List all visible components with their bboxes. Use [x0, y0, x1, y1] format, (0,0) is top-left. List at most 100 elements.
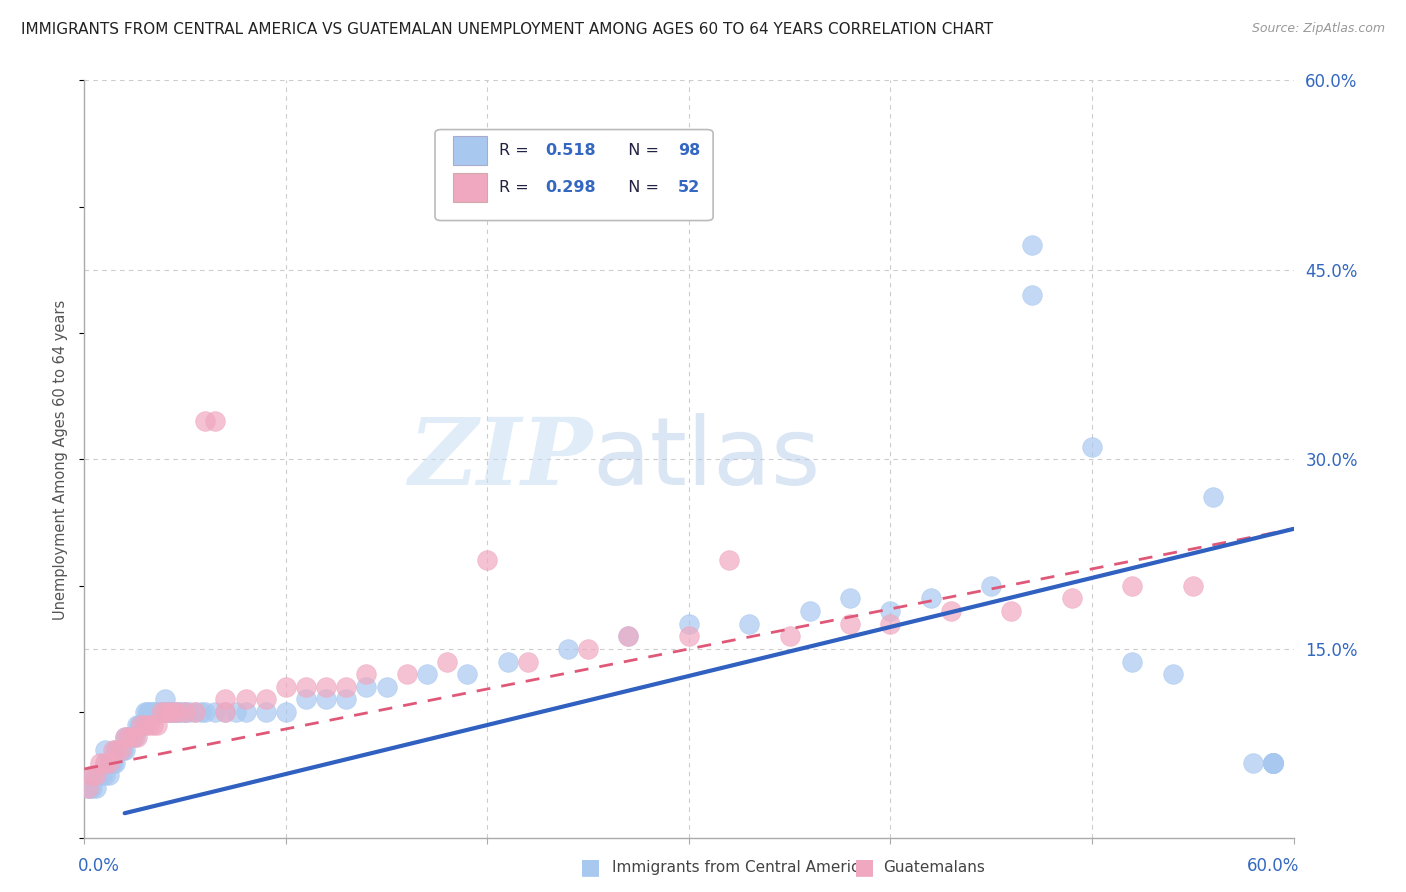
Immigrants from Central America: [496, 655, 519, 669]
Guatemalans: [1060, 591, 1083, 606]
Immigrants from Central America: [1263, 756, 1285, 770]
Guatemalans: [129, 717, 152, 731]
Text: ■: ■: [855, 857, 875, 877]
Text: ■: ■: [581, 857, 600, 877]
Guatemalans: [118, 731, 141, 745]
Guatemalans: [274, 680, 297, 694]
Immigrants from Central America: [146, 705, 169, 719]
Immigrants from Central America: [1202, 491, 1225, 505]
Immigrants from Central America: [124, 731, 146, 745]
Immigrants from Central America: [114, 731, 136, 745]
Immigrants from Central America: [167, 705, 190, 719]
Immigrants from Central America: [82, 780, 104, 795]
Immigrants from Central America: [194, 705, 217, 719]
Text: 0.0%: 0.0%: [79, 857, 120, 875]
Guatemalans: [1000, 604, 1022, 618]
Immigrants from Central America: [105, 743, 128, 757]
Guatemalans: [356, 667, 378, 681]
Immigrants from Central America: [1263, 756, 1285, 770]
Immigrants from Central America: [295, 692, 318, 706]
Guatemalans: [204, 414, 226, 429]
Guatemalans: [678, 629, 700, 643]
Guatemalans: [779, 629, 801, 643]
Text: N =: N =: [617, 180, 664, 194]
Immigrants from Central America: [204, 705, 226, 719]
Immigrants from Central America: [920, 591, 942, 606]
Immigrants from Central America: [153, 705, 176, 719]
Immigrants from Central America: [235, 705, 257, 719]
Immigrants from Central America: [134, 705, 156, 719]
Guatemalans: [235, 692, 257, 706]
Immigrants from Central America: [87, 768, 110, 782]
Guatemalans: [879, 616, 901, 631]
Immigrants from Central America: [104, 743, 127, 757]
Immigrants from Central America: [375, 680, 398, 694]
Immigrants from Central America: [356, 680, 378, 694]
Immigrants from Central America: [456, 667, 478, 681]
Immigrants from Central America: [114, 743, 136, 757]
Guatemalans: [1121, 579, 1143, 593]
Immigrants from Central America: [132, 717, 155, 731]
Immigrants from Central America: [254, 705, 277, 719]
Immigrants from Central America: [1121, 655, 1143, 669]
Immigrants from Central America: [184, 705, 207, 719]
Immigrants from Central America: [139, 705, 162, 719]
Guatemalans: [121, 731, 143, 745]
Immigrants from Central America: [160, 705, 183, 719]
Text: 0.518: 0.518: [546, 143, 596, 158]
Immigrants from Central America: [190, 705, 212, 719]
Immigrants from Central America: [148, 705, 170, 719]
Guatemalans: [134, 717, 156, 731]
Immigrants from Central America: [129, 717, 152, 731]
Guatemalans: [254, 692, 277, 706]
Immigrants from Central America: [1021, 288, 1043, 302]
Immigrants from Central America: [170, 705, 193, 719]
Immigrants from Central America: [93, 743, 115, 757]
Immigrants from Central America: [118, 731, 141, 745]
Immigrants from Central America: [1021, 237, 1043, 252]
Guatemalans: [125, 731, 148, 745]
Immigrants from Central America: [162, 705, 184, 719]
Immigrants from Central America: [179, 705, 201, 719]
Immigrants from Central America: [79, 780, 101, 795]
Guatemalans: [86, 768, 108, 782]
Immigrants from Central America: [153, 692, 176, 706]
Immigrants from Central America: [120, 731, 142, 745]
Immigrants from Central America: [149, 705, 172, 719]
FancyBboxPatch shape: [434, 129, 713, 220]
Y-axis label: Unemployment Among Ages 60 to 64 years: Unemployment Among Ages 60 to 64 years: [53, 299, 69, 620]
Guatemalans: [1181, 579, 1204, 593]
Immigrants from Central America: [557, 642, 579, 657]
Immigrants from Central America: [142, 705, 165, 719]
Text: ZIP: ZIP: [408, 415, 592, 504]
Immigrants from Central America: [274, 705, 297, 719]
Guatemalans: [939, 604, 962, 618]
Guatemalans: [335, 680, 357, 694]
FancyBboxPatch shape: [453, 173, 486, 202]
Text: 52: 52: [678, 180, 700, 194]
Immigrants from Central America: [1263, 756, 1285, 770]
Immigrants from Central America: [156, 705, 179, 719]
Text: Source: ZipAtlas.com: Source: ZipAtlas.com: [1251, 22, 1385, 36]
Guatemalans: [110, 743, 132, 757]
Guatemalans: [105, 743, 128, 757]
Guatemalans: [114, 731, 136, 745]
Immigrants from Central America: [1263, 756, 1285, 770]
Immigrants from Central America: [1263, 756, 1285, 770]
Guatemalans: [77, 780, 100, 795]
Immigrants from Central America: [839, 591, 862, 606]
Guatemalans: [436, 655, 458, 669]
Immigrants from Central America: [110, 743, 132, 757]
Guatemalans: [395, 667, 418, 681]
Guatemalans: [214, 705, 236, 719]
Guatemalans: [166, 705, 188, 719]
Immigrants from Central America: [799, 604, 821, 618]
Immigrants from Central America: [115, 731, 138, 745]
Guatemalans: [576, 642, 599, 657]
Immigrants from Central America: [121, 731, 143, 745]
Guatemalans: [839, 616, 862, 631]
Immigrants from Central America: [1263, 756, 1285, 770]
Immigrants from Central America: [111, 743, 134, 757]
Immigrants from Central America: [125, 717, 148, 731]
Immigrants from Central America: [157, 705, 180, 719]
